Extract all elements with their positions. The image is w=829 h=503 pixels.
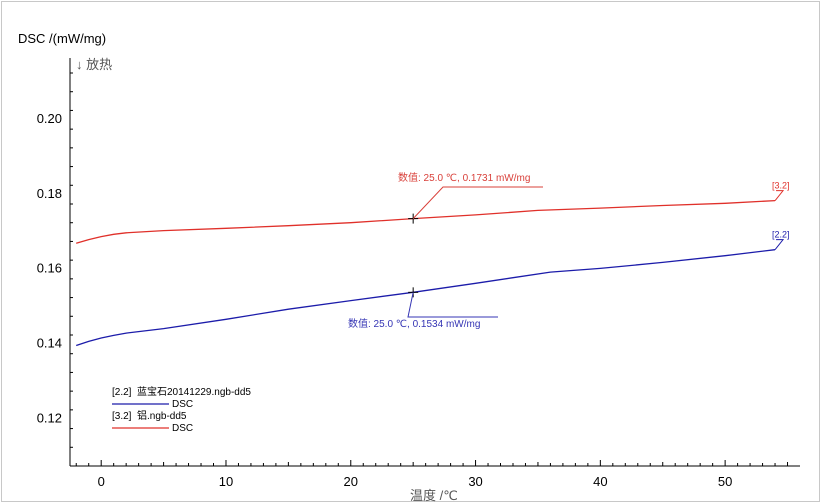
y-axis-title: DSC /(mW/mg) — [18, 31, 106, 46]
legend-item-2-2-file: 蓝宝石20141229.ngb-dd5 — [137, 385, 251, 398]
y-tick-label: 0.18 — [37, 186, 62, 201]
series-end-tag-3-2: [3.2] — [772, 181, 790, 191]
x-tick-label: 20 — [344, 474, 358, 489]
x-tick-label: 40 — [593, 474, 607, 489]
legend-item-3-2-tag: [3.2] — [112, 411, 132, 422]
cursor-leader — [412, 186, 543, 219]
legend-item-2-2-signal: DSC — [172, 399, 193, 410]
cursor-layer: 数值: 25.0 ℃, 0.1731 mW/mg 数值: 25.0 ℃, 0.15… — [348, 171, 543, 330]
x-tick-label: 10 — [219, 474, 233, 489]
x-axis: 0 10 20 30 40 50 — [70, 460, 800, 489]
legend-item-3-2-file: 铝.ngb-dd5 — [137, 410, 187, 422]
cursor-value-label-3-2: 数值: 25.0 ℃, 0.1731 mW/mg — [398, 171, 530, 184]
series-line-3-2 — [76, 199, 776, 244]
y-tick-label: 0.20 — [37, 111, 62, 126]
series-layer: [3.2] [2.2] — [75, 181, 790, 347]
y-tick-label: 0.12 — [37, 410, 62, 425]
x-tick-label: 0 — [98, 474, 105, 489]
y-tick-label: 0.14 — [37, 335, 62, 350]
legend-item-2-2-tag: [2.2] — [112, 387, 132, 398]
series-end-leader-2-2 — [774, 239, 785, 250]
y-tick-label: 0.16 — [37, 261, 62, 276]
series-end-leader-3-2 — [774, 190, 785, 201]
series-end-tag-2-2: [2.2] — [772, 230, 790, 240]
x-tick-label: 30 — [468, 474, 482, 489]
x-tick-label: 50 — [718, 474, 732, 489]
y-axis: 0.12 0.14 0.16 0.18 0.20 — [37, 58, 73, 467]
legend: [2.2] 蓝宝石20141229.ngb-dd5 DSC [3.2] 铝.ng… — [112, 385, 251, 434]
cursor-value-label-2-2: 数值: 25.0 ℃, 0.1534 mW/mg — [348, 317, 480, 330]
cursor-leader — [407, 292, 498, 318]
legend-item-3-2-signal: DSC — [172, 423, 193, 434]
x-axis-title: 温度 /℃ — [410, 488, 458, 503]
exotherm-direction-label: ↓ 放热 — [76, 57, 112, 72]
series-line-2-2 — [75, 249, 776, 347]
